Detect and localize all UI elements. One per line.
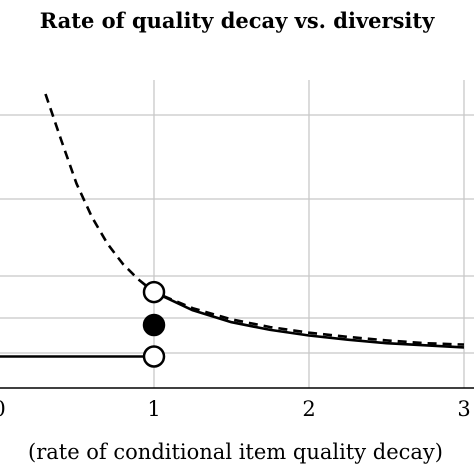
series-lines xyxy=(0,93,465,358)
chart-title: Rate of quality decay vs. diversity xyxy=(40,8,435,33)
series-line-3 xyxy=(153,290,465,349)
series-line-1 xyxy=(44,93,465,346)
grid xyxy=(0,80,474,388)
open-point xyxy=(142,345,166,368)
x-tick-label: 2 xyxy=(302,397,315,421)
x-tick-label: 1 xyxy=(147,397,160,421)
marker-points xyxy=(142,280,166,368)
filled-point xyxy=(142,313,166,337)
x-tick-label: 3 xyxy=(457,397,470,421)
x-axis-label: (rate of conditional item quality decay) xyxy=(28,440,443,464)
x-tick-labels: 0 1 2 3 xyxy=(0,397,471,421)
x-tick-label: 0 xyxy=(0,397,6,421)
open-point xyxy=(142,280,166,304)
